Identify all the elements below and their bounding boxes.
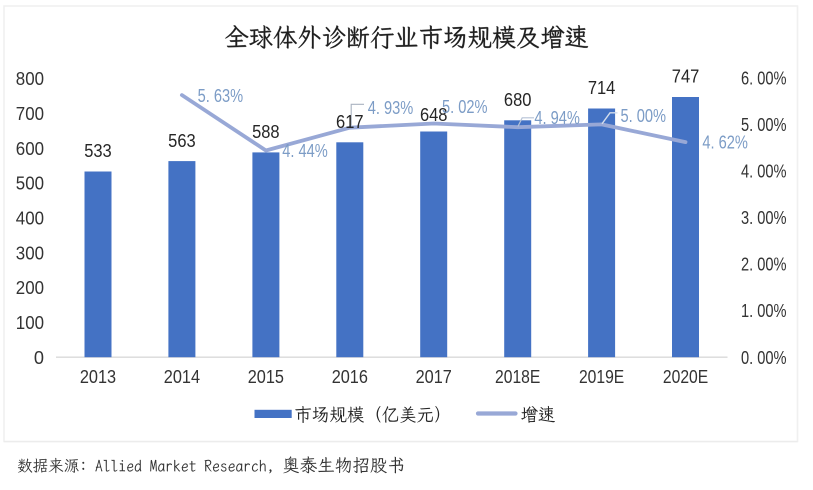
svg-text:680: 680	[504, 90, 532, 110]
svg-text:4. 44%: 4. 44%	[282, 141, 328, 161]
svg-text:1. 00%: 1. 00%	[741, 301, 787, 321]
svg-text:2019E: 2019E	[579, 367, 624, 387]
svg-text:4. 93%: 4. 93%	[368, 98, 414, 118]
svg-text:533: 533	[84, 141, 112, 161]
svg-text:2. 00%: 2. 00%	[741, 255, 787, 275]
svg-text:4. 62%: 4. 62%	[702, 133, 748, 153]
svg-text:4. 94%: 4. 94%	[534, 108, 580, 128]
svg-text:0. 00%: 0. 00%	[741, 348, 787, 368]
svg-text:617: 617	[336, 112, 364, 132]
svg-text:648: 648	[420, 105, 448, 125]
svg-text:2016: 2016	[332, 367, 368, 387]
svg-text:700: 700	[16, 104, 44, 124]
svg-text:5. 63%: 5. 63%	[198, 86, 244, 106]
svg-text:2015: 2015	[248, 367, 284, 387]
svg-text:747: 747	[672, 67, 700, 87]
svg-text:2020E: 2020E	[663, 367, 708, 387]
svg-text:100: 100	[16, 313, 44, 333]
svg-text:3. 00%: 3. 00%	[741, 208, 787, 228]
svg-text:6. 00%: 6. 00%	[741, 69, 787, 89]
svg-text:400: 400	[16, 208, 44, 228]
svg-text:5. 00%: 5. 00%	[621, 106, 667, 126]
svg-text:300: 300	[16, 243, 44, 263]
svg-text:600: 600	[16, 139, 44, 159]
svg-text:2018E: 2018E	[495, 367, 540, 387]
svg-text:4. 00%: 4. 00%	[741, 162, 787, 182]
svg-text:563: 563	[168, 131, 196, 151]
svg-text:2017: 2017	[416, 367, 452, 387]
svg-text:800: 800	[16, 69, 44, 89]
svg-text:5. 00%: 5. 00%	[741, 115, 787, 135]
svg-text:2014: 2014	[164, 367, 200, 387]
svg-text:714: 714	[588, 78, 616, 98]
svg-text:0: 0	[34, 348, 44, 368]
svg-text:2013: 2013	[80, 367, 116, 387]
svg-text:5. 02%: 5. 02%	[442, 97, 488, 117]
svg-text:200: 200	[16, 278, 44, 298]
svg-text:500: 500	[16, 174, 44, 194]
svg-text:588: 588	[252, 122, 280, 142]
